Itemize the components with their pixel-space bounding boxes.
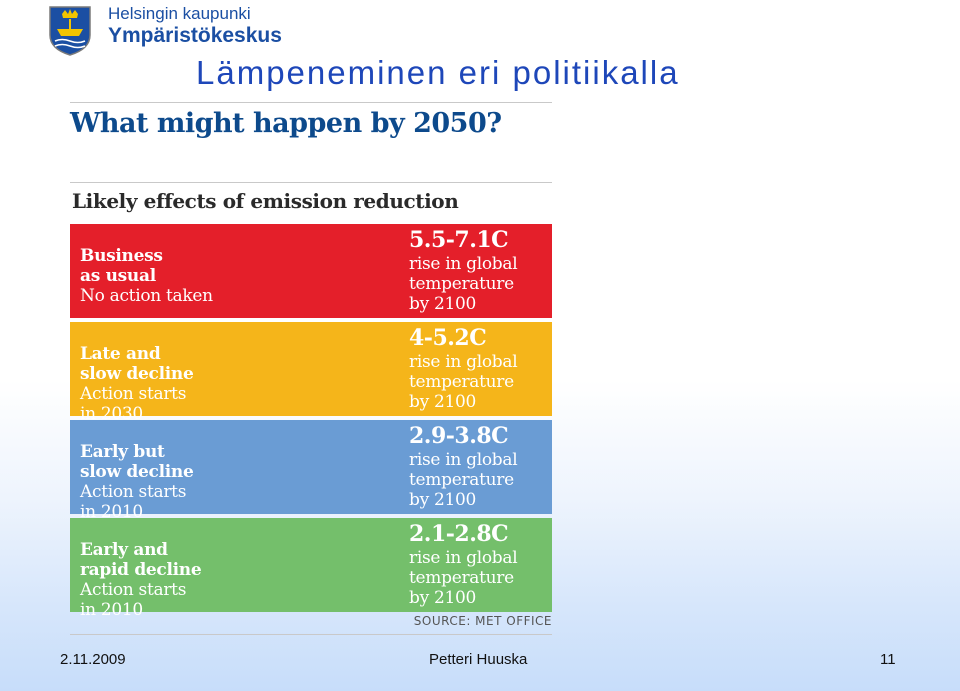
org-department: Ympäristökeskus [108,24,282,47]
scenario-name: Early but slow decline [80,442,194,482]
scenario-temperature: 4-5.2C [409,325,487,351]
scenario-description: rise in global temperature by 2100 [409,352,518,412]
scenario-name: Late and slow decline [80,344,194,384]
scenario-description: rise in global temperature by 2100 [409,254,518,314]
scenario-temperature: 5.5-7.1C [409,227,509,253]
scenario-early-rapid-decline: Early and rapid decline Action starts in… [70,518,552,620]
organization-name: Helsingin kaupunki Ympäristökeskus [108,4,282,48]
org-city: Helsingin kaupunki [108,4,251,23]
scenario-action: Action starts in 2010 [80,482,187,522]
scenario-temperature: 2.1-2.8C [409,521,509,547]
top-rule [70,102,552,103]
scenario-description: rise in global temperature by 2100 [409,548,518,608]
footer-page-number: 11 [880,651,896,668]
infographic-subheading: Likely effects of emission reduction [72,189,459,213]
scenario-temperature: 2.9-3.8C [409,423,509,449]
scenario-action: No action taken [80,286,213,306]
scenario-late-slow-decline: Late and slow decline Action starts in 2… [70,322,552,424]
slide-title: Lämpeneminen eri politiikalla [196,54,680,91]
footer-date: 2.11.2009 [60,651,126,668]
scenario-business-as-usual: Business as usual No action taken 5.5-7.… [70,224,552,318]
scenario-action: Action starts in 2010 [80,580,187,620]
emission-infographic: What might happen by 2050? Likely effect… [70,102,552,636]
middle-rule [70,182,552,183]
scenario-action: Action starts in 2030 [80,384,187,424]
scenario-name: Business as usual [80,246,163,286]
infographic-heading: What might happen by 2050? [70,108,502,139]
helsinki-crest-icon [49,6,91,56]
bottom-rule [70,634,552,635]
scenario-description: rise in global temperature by 2100 [409,450,518,510]
scenario-early-slow-decline: Early but slow decline Action starts in … [70,420,552,522]
footer-author: Petteri Huuska [429,651,528,668]
source-credit: SOURCE: MET OFFICE [413,614,552,628]
scenario-name: Early and rapid decline [80,540,202,580]
